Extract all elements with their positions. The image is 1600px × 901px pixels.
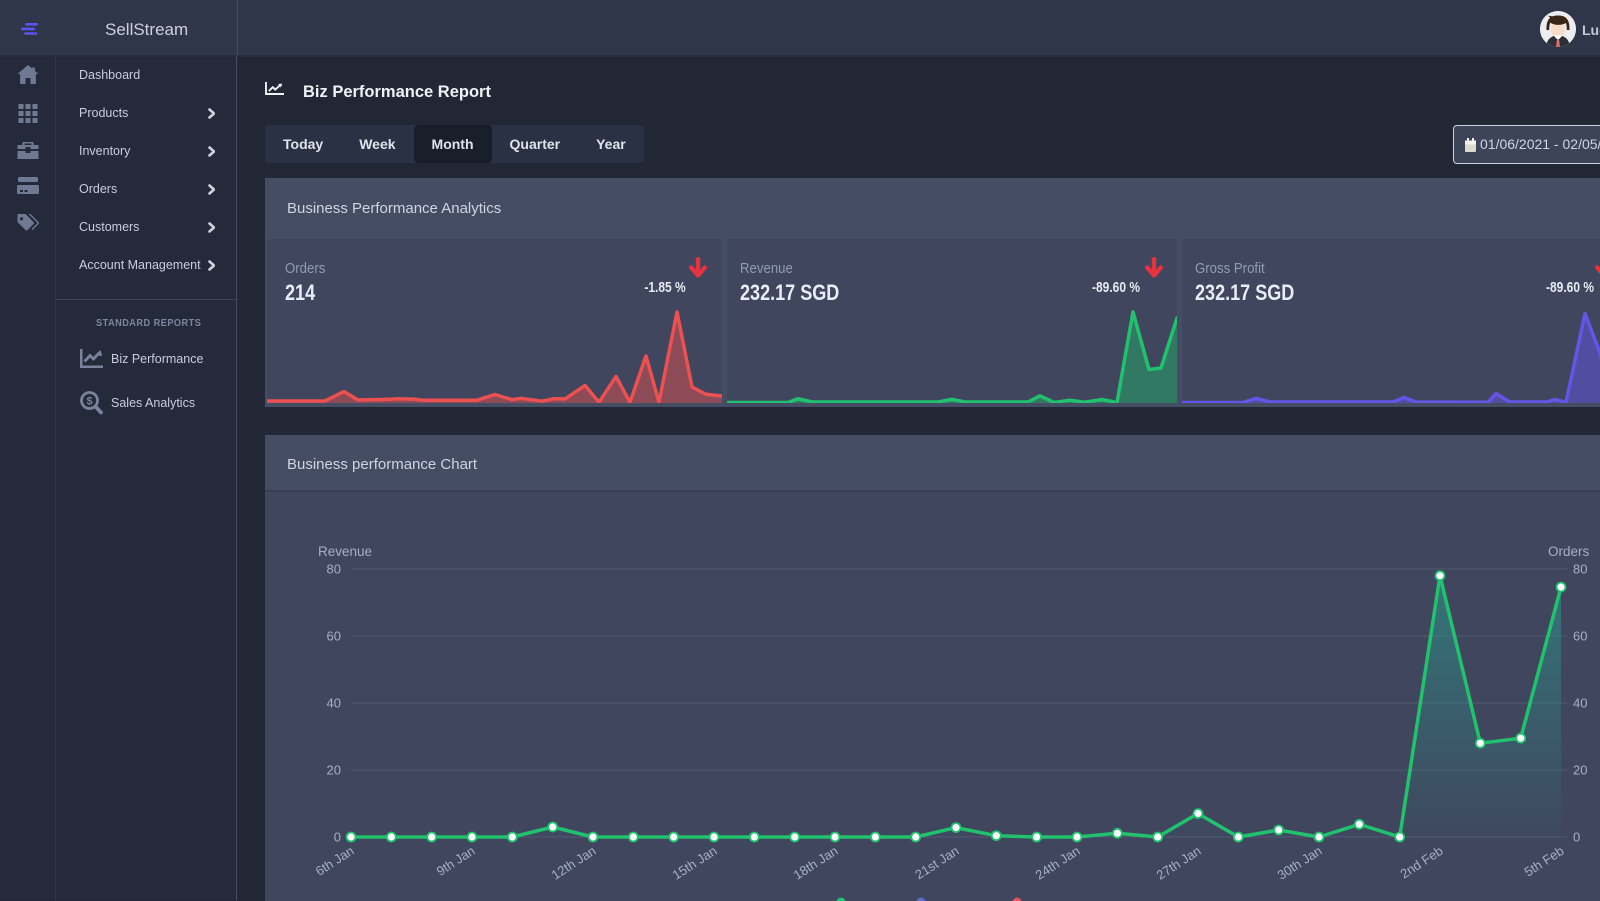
svg-text:80: 80 xyxy=(327,562,341,577)
svg-text:27th Jan: 27th Jan xyxy=(1154,843,1204,883)
svg-text:80: 80 xyxy=(1573,562,1587,577)
svg-text:20: 20 xyxy=(327,763,341,778)
svg-text:$: $ xyxy=(86,396,92,408)
svg-text:Revenue: Revenue xyxy=(318,544,372,559)
svg-text:0: 0 xyxy=(1573,830,1580,845)
svg-text:20: 20 xyxy=(1573,763,1587,778)
svg-text:40: 40 xyxy=(1573,696,1587,711)
svg-text:21st Jan: 21st Jan xyxy=(912,843,961,882)
svg-text:9th Jan: 9th Jan xyxy=(434,843,478,879)
svg-text:15th Jan: 15th Jan xyxy=(670,843,720,883)
svg-text:5th Feb: 5th Feb xyxy=(1521,843,1566,880)
svg-text:60: 60 xyxy=(327,629,341,644)
svg-text:Orders: Orders xyxy=(1548,544,1590,559)
svg-text:24th Jan: 24th Jan xyxy=(1033,843,1083,883)
svg-text:12th Jan: 12th Jan xyxy=(549,843,599,883)
svg-text:60: 60 xyxy=(1573,629,1587,644)
svg-text:18th Jan: 18th Jan xyxy=(791,843,841,883)
svg-text:30th Jan: 30th Jan xyxy=(1275,843,1325,883)
svg-text:40: 40 xyxy=(327,696,341,711)
svg-text:2nd Feb: 2nd Feb xyxy=(1397,843,1445,882)
svg-text:6th Jan: 6th Jan xyxy=(313,843,357,879)
svg-text:0: 0 xyxy=(334,830,341,845)
